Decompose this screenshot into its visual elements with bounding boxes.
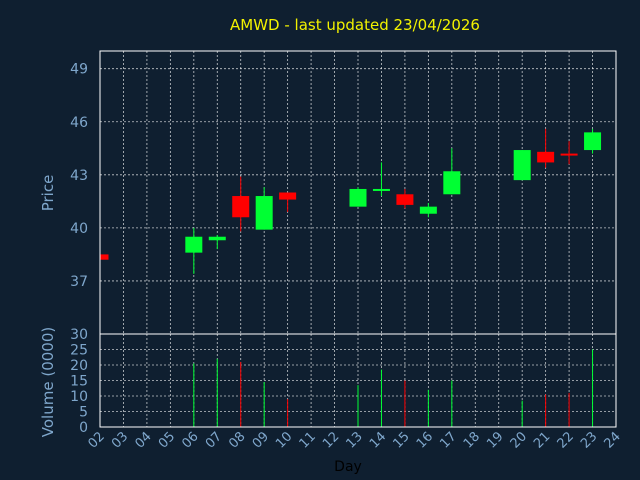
candle-body — [537, 151, 555, 163]
day-tick-label: 19 — [484, 429, 506, 451]
price-tick-label: 43 — [70, 168, 88, 184]
candle-body — [232, 196, 250, 218]
day-axis-label: Day — [334, 459, 362, 475]
candle-body — [255, 196, 273, 230]
day-tick-label: 07 — [203, 429, 225, 451]
candle-body — [513, 150, 531, 181]
volume-tick-label: 0 — [79, 420, 88, 436]
volume-tick-label: 15 — [70, 374, 88, 390]
day-tick-label: 04 — [132, 429, 154, 451]
day-tick-label: 02 — [86, 429, 108, 451]
day-tick-label: 08 — [226, 429, 248, 451]
day-tick-label: 09 — [250, 429, 272, 451]
price-axis-label: Price — [39, 175, 57, 212]
candle-body — [443, 171, 461, 195]
day-tick-label: 12 — [320, 429, 342, 451]
price-tick-label: 46 — [70, 115, 88, 131]
candle-body — [349, 188, 367, 207]
price-axis-ticks: 37 40 43 46 49 — [70, 62, 88, 290]
candle-body — [584, 132, 602, 151]
volume-tick-label: 10 — [70, 389, 88, 405]
price-tick-label: 40 — [70, 221, 88, 237]
price-tick-label: 37 — [70, 274, 88, 290]
candle-body — [279, 192, 297, 200]
day-tick-label: 23 — [578, 429, 600, 451]
day-tick-label: 15 — [390, 429, 412, 451]
candles — [99, 128, 602, 274]
candle-body — [419, 206, 437, 214]
day-axis-ticks: 02 03 04 05 06 07 08 09 10 11 12 13 14 15 16 17 18 19 20 21… — [86, 429, 624, 451]
volume-panel-frame — [99, 333, 617, 428]
day-tick-label: 03 — [109, 429, 131, 451]
candle-body — [185, 236, 203, 253]
volume-tick-label: 25 — [70, 343, 88, 359]
day-tick-label: 13 — [344, 429, 366, 451]
day-tick-label: 05 — [156, 429, 178, 451]
candle-body — [560, 153, 578, 156]
day-tick-label: 14 — [367, 429, 389, 451]
candle-body — [100, 254, 109, 260]
candle-body — [208, 236, 226, 241]
day-tick-label: 17 — [437, 429, 459, 451]
day-tick-label: 18 — [461, 429, 483, 451]
day-tick-label: 06 — [179, 429, 201, 451]
day-tick-label: 11 — [297, 429, 319, 451]
chart-title: AMWD - last updated 23/04/2026 — [230, 16, 480, 34]
candle-body — [396, 194, 414, 205]
volume-tick-label: 20 — [70, 358, 88, 374]
day-tick-label: 22 — [555, 429, 577, 451]
volume-axis-label: Volume (0000) — [39, 327, 57, 437]
price-tick-label: 49 — [70, 62, 88, 78]
day-tick-label: 16 — [414, 429, 436, 451]
day-tick-label: 21 — [531, 429, 553, 451]
candle-body — [372, 188, 390, 191]
day-tick-label: 24 — [602, 429, 624, 451]
day-tick-label: 20 — [508, 429, 530, 451]
day-tick-label: 10 — [273, 429, 295, 451]
volume-tick-label: 5 — [79, 405, 88, 421]
volume-bars — [193, 349, 594, 427]
volume-tick-label: 30 — [70, 327, 88, 343]
